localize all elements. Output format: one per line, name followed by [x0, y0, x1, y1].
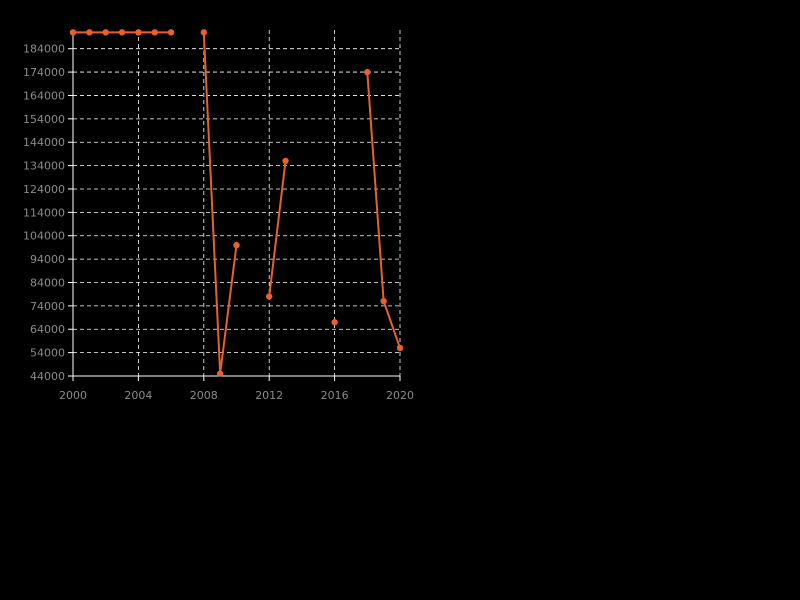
data-point — [233, 241, 240, 249]
y-tick-label: 44000 — [30, 370, 65, 383]
x-tick-label: 2000 — [59, 389, 87, 402]
y-axis-ticks: 44000 54000 64000 74000 84000 94000 104000 1140… — [23, 43, 73, 383]
y-tick-label: 124000 — [23, 183, 65, 196]
data-point — [200, 29, 207, 36]
series-line-segment — [202, 32, 238, 374]
y-tick-label: 64000 — [30, 323, 65, 336]
y-tick-label: 134000 — [23, 160, 65, 173]
data-point — [151, 29, 158, 36]
x-tick-label: 2020 — [386, 389, 414, 402]
x-tick-label: 2012 — [255, 389, 283, 402]
data-point — [380, 297, 387, 305]
y-tick-label: 84000 — [30, 276, 65, 289]
data-point — [167, 29, 175, 36]
data-point — [102, 29, 109, 36]
data-point — [118, 29, 126, 36]
x-axis-ticks: 2000 2004 2008 2012 2016 2020 — [59, 376, 414, 402]
y-tick-label: 74000 — [30, 300, 65, 313]
y-tick-label: 114000 — [23, 206, 65, 219]
x-tick-label: 2016 — [321, 389, 349, 402]
y-tick-label: 164000 — [23, 89, 65, 102]
data-point — [216, 370, 224, 377]
x-tick-label: 2004 — [124, 389, 152, 402]
axes — [72, 30, 400, 377]
series-lines — [73, 31, 401, 374]
series-line-segment — [366, 72, 401, 349]
y-tick-label: 54000 — [30, 347, 65, 360]
series-points — [69, 29, 404, 377]
data-point — [396, 344, 404, 352]
data-point — [266, 293, 273, 300]
data-point — [282, 157, 289, 165]
x-tick-label: 2008 — [190, 389, 218, 402]
y-tick-label: 104000 — [23, 230, 65, 243]
y-tick-label: 184000 — [23, 43, 65, 56]
y-tick-label: 154000 — [23, 113, 65, 126]
series-line-segment — [268, 160, 287, 297]
y-tick-label: 174000 — [23, 66, 65, 79]
y-tick-label: 144000 — [23, 136, 65, 149]
data-point — [135, 29, 142, 36]
grid-lines — [72, 30, 401, 377]
data-point — [331, 319, 338, 326]
data-point — [364, 68, 371, 76]
y-tick-label: 94000 — [30, 253, 65, 266]
data-point — [69, 29, 77, 36]
data-point — [86, 29, 93, 36]
